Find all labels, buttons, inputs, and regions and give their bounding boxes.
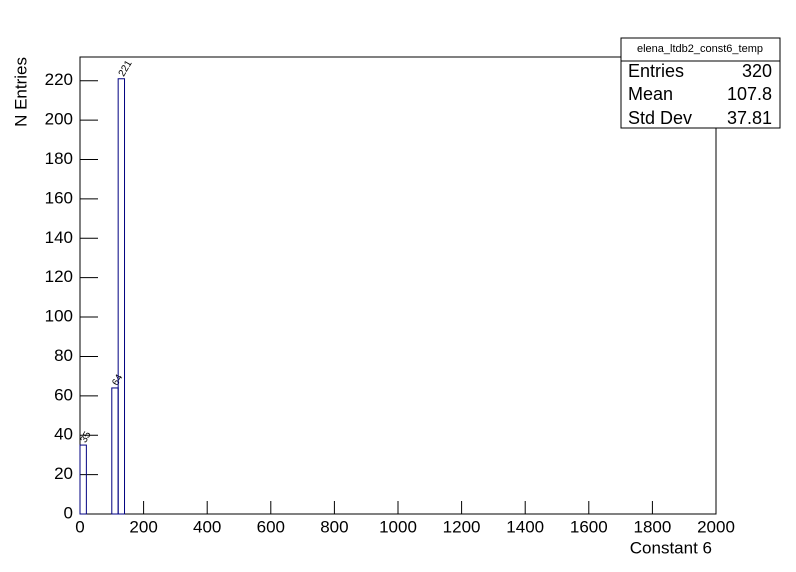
stats-title: elena_ltdb2_const6_temp — [637, 43, 763, 55]
x-tick-label: 1800 — [633, 517, 671, 536]
bar — [117, 78, 126, 515]
x-tick-label: 200 — [129, 517, 157, 536]
stats-value: 320 — [742, 61, 772, 81]
x-tick-label: 400 — [193, 517, 221, 536]
bar — [111, 387, 119, 515]
x-tick-label: 1200 — [443, 517, 481, 536]
y-tick-label: 200 — [45, 110, 73, 129]
x-tick-label: 2000 — [697, 517, 735, 536]
stats-frame — [620, 37, 781, 129]
value-label: 221 — [117, 58, 135, 78]
bar — [79, 444, 87, 515]
x-tick-label: 1400 — [506, 517, 544, 536]
x-tick-label: 1000 — [379, 517, 417, 536]
x-tick-label: 1600 — [570, 517, 608, 536]
y-tick-label: 60 — [54, 385, 73, 404]
x-tick-label: 800 — [320, 517, 348, 536]
y-tick-label: 180 — [45, 149, 73, 168]
y-tick-label: 40 — [54, 425, 73, 444]
stats-label: Entries — [628, 61, 684, 81]
x-tick-label: 0 — [75, 517, 84, 536]
x-tick-label: 600 — [257, 517, 285, 536]
y-tick-label: 160 — [45, 188, 73, 207]
y-tick-label: 220 — [45, 70, 73, 89]
stats-box: elena_ltdb2_const6_temp Entries 320 Mean… — [620, 37, 781, 129]
stats-value: 107.8 — [727, 84, 772, 104]
stats-label: Mean — [628, 84, 673, 104]
y-tick-label: 140 — [45, 228, 73, 247]
y-tick-label: 120 — [45, 267, 73, 286]
stats-value: 37.81 — [727, 108, 772, 128]
stats-label: Std Dev — [628, 108, 692, 128]
x-axis-title: Constant 6 — [630, 538, 712, 557]
y-tick-label: 100 — [45, 307, 73, 326]
value-label: 35 — [79, 429, 94, 445]
y-tick-label: 20 — [54, 464, 73, 483]
y-tick-label: 0 — [64, 503, 73, 522]
y-tick-label: 80 — [54, 346, 73, 365]
y-axis-title: N Entries — [11, 57, 30, 127]
